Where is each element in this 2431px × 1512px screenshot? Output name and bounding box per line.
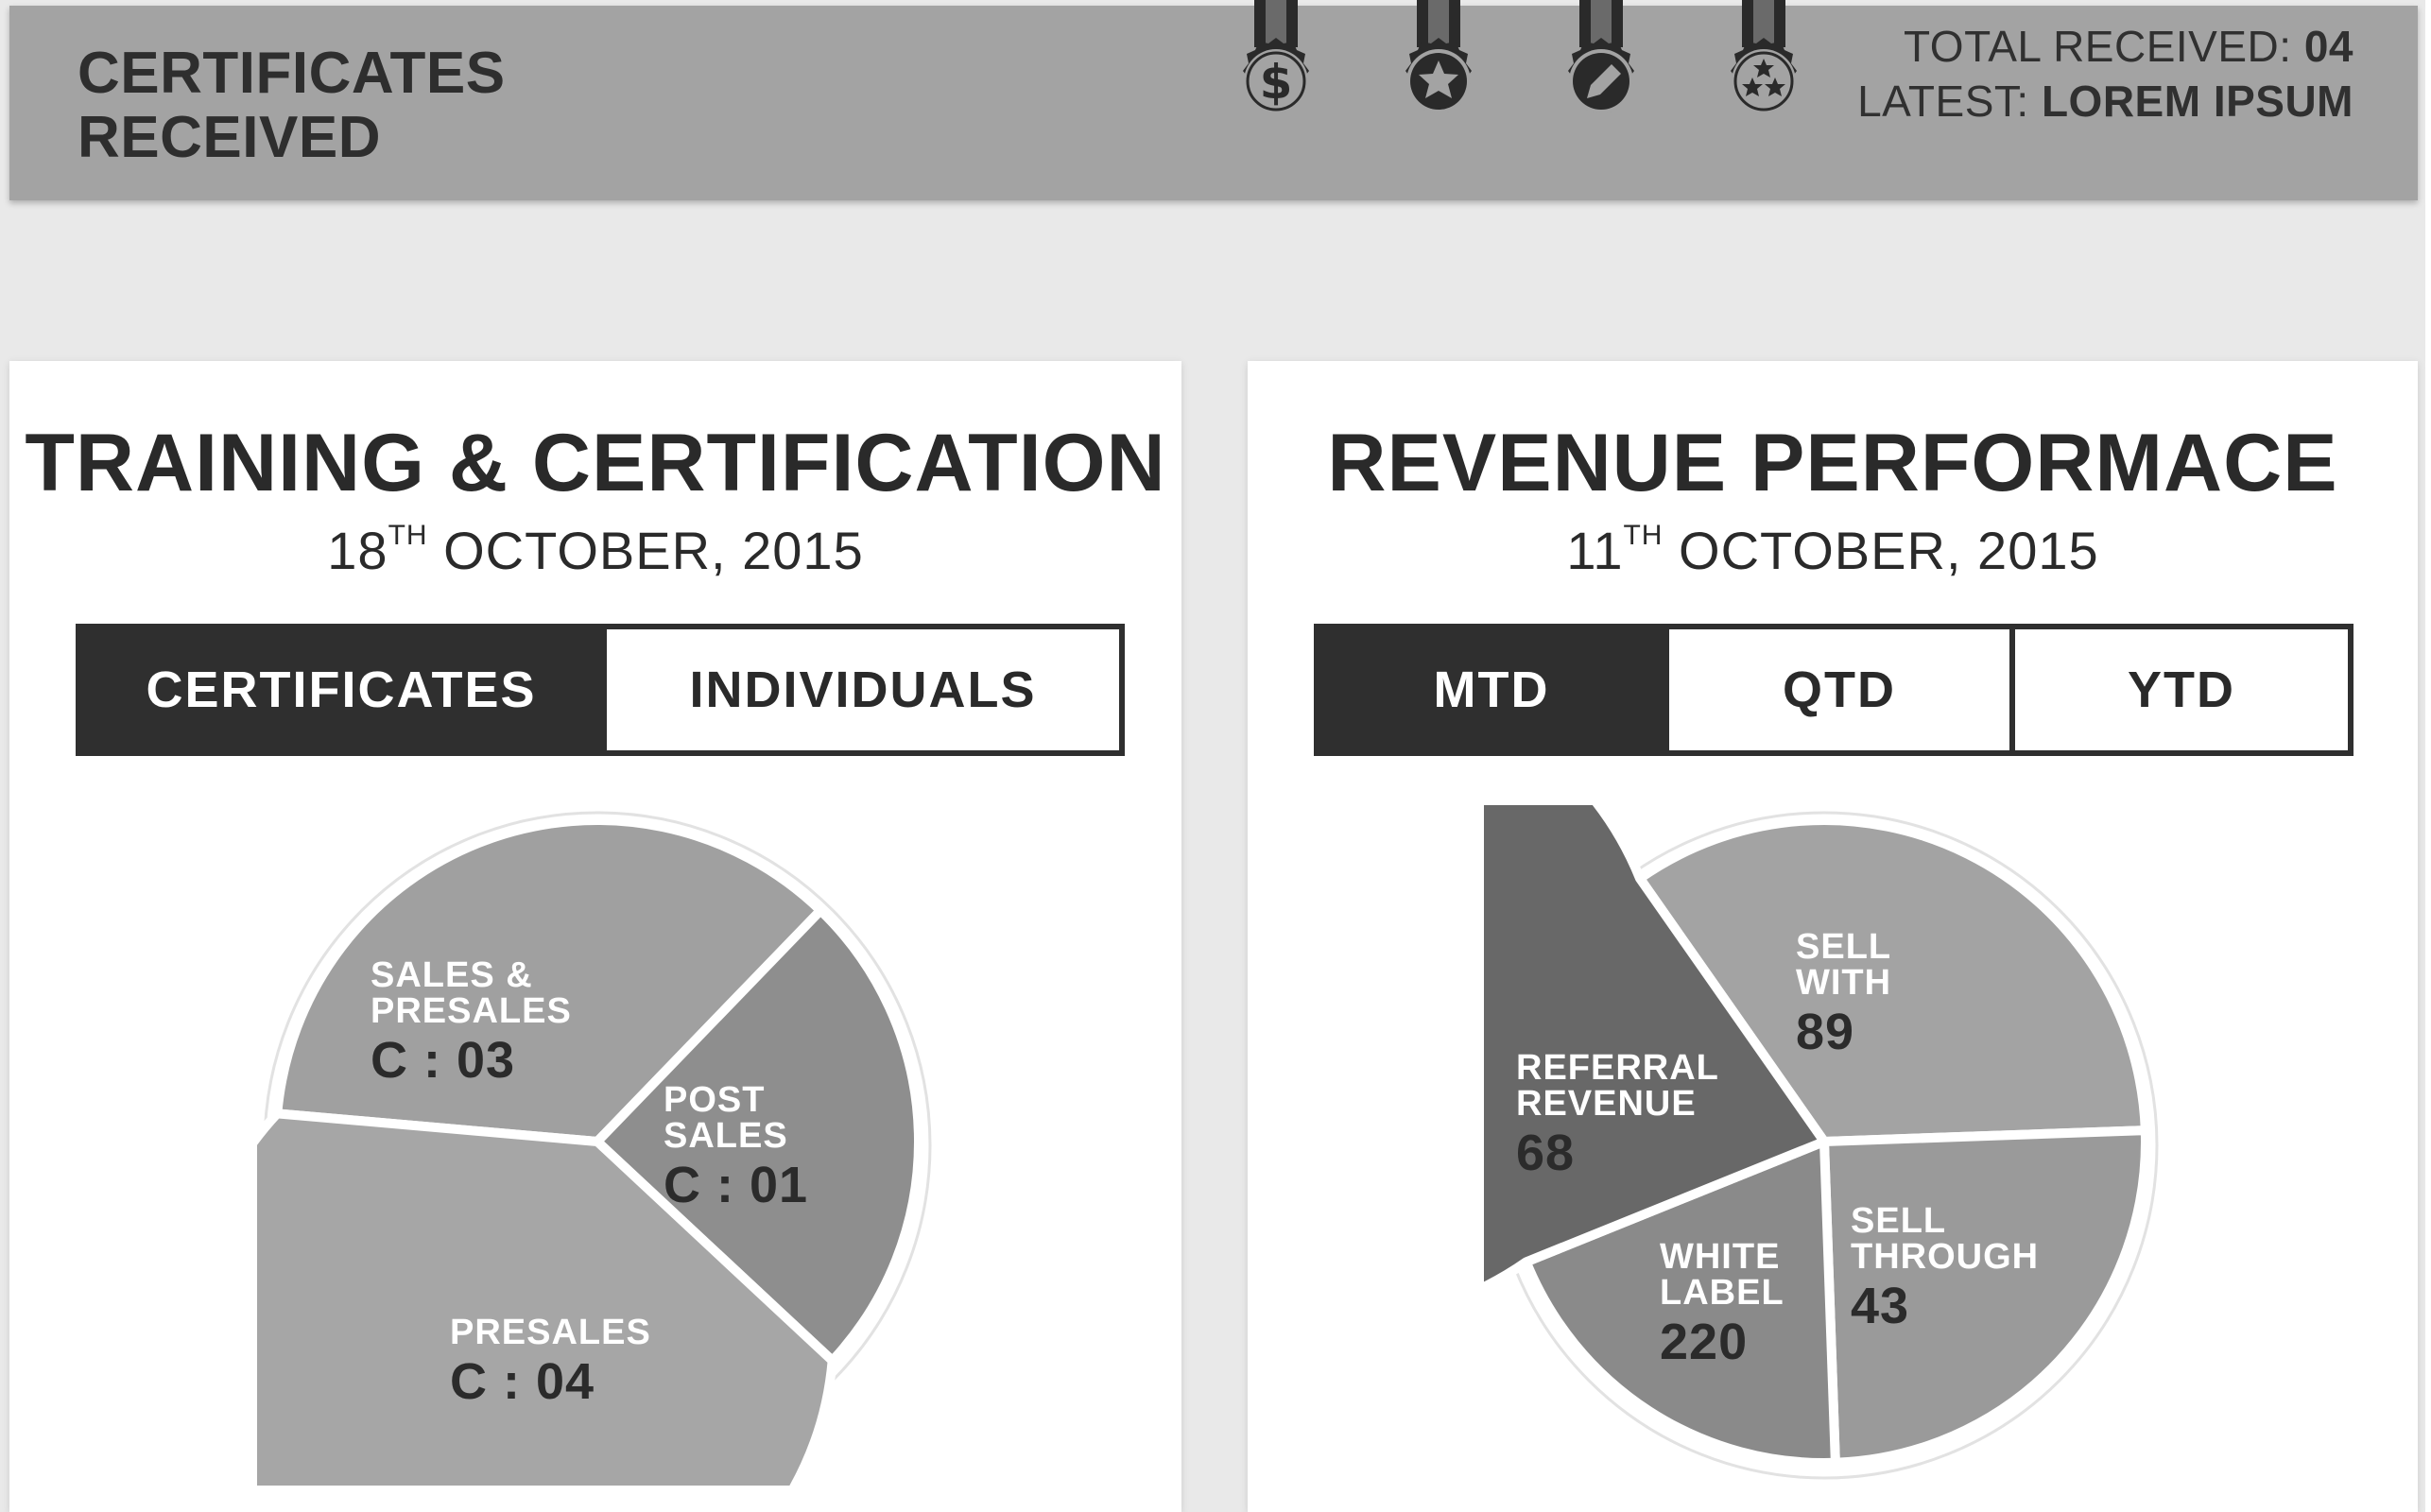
total-received-label: TOTAL RECEIVED:: [1904, 22, 2292, 71]
svg-text:$: $: [1260, 55, 1293, 110]
pie-slice-value: C : 04: [450, 1353, 595, 1410]
pie-slice-label: POST: [664, 1080, 765, 1120]
pie-slice-label: PRESALES: [450, 1313, 651, 1352]
pie-slice[interactable]: [1634, 816, 2150, 1146]
header-title: CERTIFICATES RECEIVED: [78, 42, 569, 170]
pie-slice-label: REVENUE: [1516, 1084, 1697, 1124]
tab-qtd[interactable]: QTD: [1664, 629, 2009, 750]
pie-slice-value: 43: [1851, 1278, 1909, 1334]
revenue-date-suffix: TH: [1623, 520, 1664, 551]
pie-slice-value: C : 03: [371, 1032, 515, 1089]
revenue-period-tab-bar: MTD QTD YTD: [1314, 624, 2353, 756]
header-title-line1: CERTIFICATES: [78, 41, 506, 106]
three-stars-medal-icon[interactable]: [1712, 0, 1816, 142]
pie-slice-value: C : 01: [664, 1157, 808, 1213]
pie-slice[interactable]: [593, 905, 923, 1366]
latest-certificate: LATEST: LOREM IPSUM: [1857, 74, 2353, 129]
header-title-line2: RECEIVED: [78, 105, 381, 170]
certificates-header-bar: CERTIFICATES RECEIVED $ TOTAL RECEIVED:: [9, 0, 2418, 200]
tab-mtd[interactable]: MTD: [1319, 629, 1664, 750]
total-received: TOTAL RECEIVED: 04: [1857, 19, 2353, 74]
pie-slice-label: THROUGH: [1851, 1237, 2039, 1277]
training-date-rest: OCTOBER, 2015: [427, 521, 864, 580]
pie-slice-label: SELL: [1796, 927, 1891, 967]
pie-slice-label: SELL: [1851, 1201, 1946, 1241]
pie-slice-label: WITH: [1796, 963, 1891, 1003]
training-date-suffix: TH: [388, 520, 428, 551]
certificate-stats: TOTAL RECEIVED: 04 LATEST: LOREM IPSUM: [1857, 19, 2353, 129]
pencil-medal-icon[interactable]: [1549, 0, 1653, 142]
pie-slice[interactable]: [1484, 805, 1829, 1320]
tab-ytd[interactable]: YTD: [2009, 629, 2348, 750]
tab-certificates[interactable]: CERTIFICATES: [81, 629, 601, 750]
pie-slice-label: REFERRAL: [1516, 1048, 1719, 1088]
pie-slice[interactable]: [1819, 1125, 2150, 1468]
pie-slice-label: LABEL: [1660, 1273, 1784, 1313]
tab-individuals[interactable]: INDIVIDUALS: [601, 629, 1119, 750]
revenue-date-rest: OCTOBER, 2015: [1663, 521, 2099, 580]
latest-value: LOREM IPSUM: [2041, 77, 2353, 126]
revenue-date-day: 11: [1566, 521, 1624, 580]
pie-slice[interactable]: [257, 1108, 837, 1486]
revenue-date: 11TH OCTOBER, 2015: [1248, 505, 2418, 582]
pie-slice-label: PRESALES: [371, 991, 572, 1031]
latest-label: LATEST:: [1857, 77, 2029, 126]
pie-slice-value: 220: [1660, 1314, 1748, 1370]
pie-slice-value: 68: [1516, 1125, 1575, 1181]
revenue-title: REVENUE PERFORMACE: [1327, 418, 2338, 508]
window-edge: [2425, 0, 2431, 1512]
pie-slice-label: WHITE: [1660, 1237, 1780, 1277]
star-medal-icon[interactable]: [1387, 0, 1491, 142]
training-tab-bar: CERTIFICATES INDIVIDUALS: [76, 624, 1125, 756]
revenue-performance-card: REVENUE PERFORMACE 11TH OCTOBER, 2015 MT…: [1248, 361, 2418, 1512]
pie-slice-label: SALES: [664, 1116, 788, 1156]
dollar-medal-icon[interactable]: $: [1224, 0, 1328, 142]
training-date-day: 18: [327, 521, 388, 580]
revenue-pie-chart: SELLWITH89SELLTHROUGH43WHITELABEL220REFE…: [1484, 805, 2159, 1480]
training-title: TRAINING & CERTIFICATION: [25, 418, 1166, 508]
pie-slice[interactable]: [272, 816, 826, 1146]
pie-slice[interactable]: [1521, 1137, 1840, 1468]
pie-slice-value: 89: [1796, 1004, 1854, 1060]
training-date: 18TH OCTOBER, 2015: [9, 505, 1181, 582]
total-received-value: 04: [2303, 22, 2353, 71]
pie-slice-label: SALES &: [371, 955, 533, 995]
training-certification-card: TRAINING & CERTIFICATION 18TH OCTOBER, 2…: [9, 361, 1181, 1512]
